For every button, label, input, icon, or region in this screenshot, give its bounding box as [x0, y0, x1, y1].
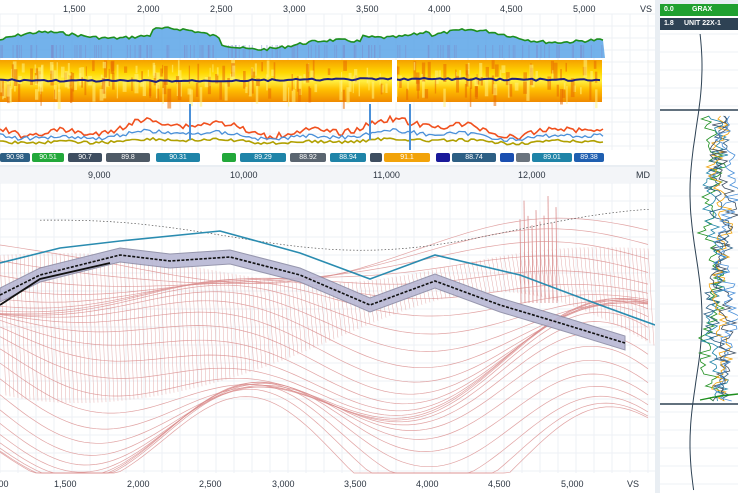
inclination-badge [370, 153, 382, 162]
bottom-tick-label: 2,000 [127, 479, 150, 489]
top-axis-unit: VS [640, 4, 653, 14]
log-header: 0.0 GRAX [660, 4, 738, 16]
top-log-canvas [0, 13, 655, 150]
top-tick-label: 2,500 [210, 4, 233, 14]
bottom-tick-label: 5,000 [561, 479, 584, 489]
inclination-badge: 88.92 [290, 153, 326, 162]
inclination-badge: 90.51 [32, 153, 64, 162]
inclination-badge: 89.01 [532, 153, 572, 162]
md-tick-label: 12,000 [518, 170, 546, 180]
inclination-badge [222, 153, 236, 162]
top-tick-label: 4,500 [500, 4, 523, 14]
md-axis-strip: 9,000 10,000 11,000 12,000 MD [0, 167, 655, 183]
inclination-badge [500, 153, 514, 162]
md-tick-label: 10,000 [230, 170, 258, 180]
log-subheader-value: 1.8 [664, 20, 674, 27]
inclination-badge: 90.98 [0, 153, 30, 162]
log-track-panel[interactable]: 0.0 GRAX 1.8 UNIT 22X-1 [660, 4, 738, 493]
inclination-badge: 91.1 [384, 153, 430, 162]
bottom-tick-label: 3,000 [272, 479, 295, 489]
md-tick-label: 11,000 [373, 170, 400, 180]
bottom-tick-label: 3,500 [344, 479, 367, 489]
bottom-tick-label: 4,500 [488, 479, 511, 489]
inclination-badge: 89.8 [106, 153, 150, 162]
log-subheader-title: UNIT 22X-1 [684, 20, 721, 27]
top-tick-label: 3,000 [283, 4, 306, 14]
log-subheader: 1.8 UNIT 22X-1 [660, 18, 738, 30]
inclination-badge: 90.7 [68, 153, 102, 162]
inclination-badge [436, 153, 450, 162]
inclination-badge: 88.74 [452, 153, 496, 162]
inclination-badge: 89.38 [574, 153, 604, 162]
top-tick-label: 4,000 [428, 4, 451, 14]
inclination-badge: 89.29 [240, 153, 286, 162]
top-log-panel[interactable]: 1,500 2,000 2,500 3,000 3,500 4,000 4,500 5,000… [0, 0, 655, 165]
bottom-axis-unit: VS [627, 479, 640, 489]
log-header-min: 0.0 [664, 6, 674, 13]
section-view-panel[interactable]: 1,000 1,500 2,000 2,500 3,000 3,500 4,000 4,500… [0, 183, 655, 493]
md-axis-unit: MD [636, 170, 650, 180]
md-tick-label: 9,000 [88, 170, 111, 180]
log-header-title: GRAX [692, 6, 713, 13]
bottom-tick-label: 1,000 [0, 479, 9, 489]
top-tick-label: 1,500 [63, 4, 86, 14]
section-view-canvas [0, 183, 655, 474]
inclination-badge: 88.94 [330, 153, 366, 162]
log-track-canvas [660, 33, 738, 491]
bottom-tick-label: 2,500 [199, 479, 222, 489]
inclination-badge: 90.31 [156, 153, 200, 162]
top-tick-label: 5,000 [573, 4, 596, 14]
bottom-tick-label: 4,000 [416, 479, 439, 489]
bottom-tick-label: 1,500 [54, 479, 77, 489]
inclination-badge [516, 153, 530, 162]
top-tick-label: 2,000 [137, 4, 160, 14]
top-tick-label: 3,500 [356, 4, 379, 14]
